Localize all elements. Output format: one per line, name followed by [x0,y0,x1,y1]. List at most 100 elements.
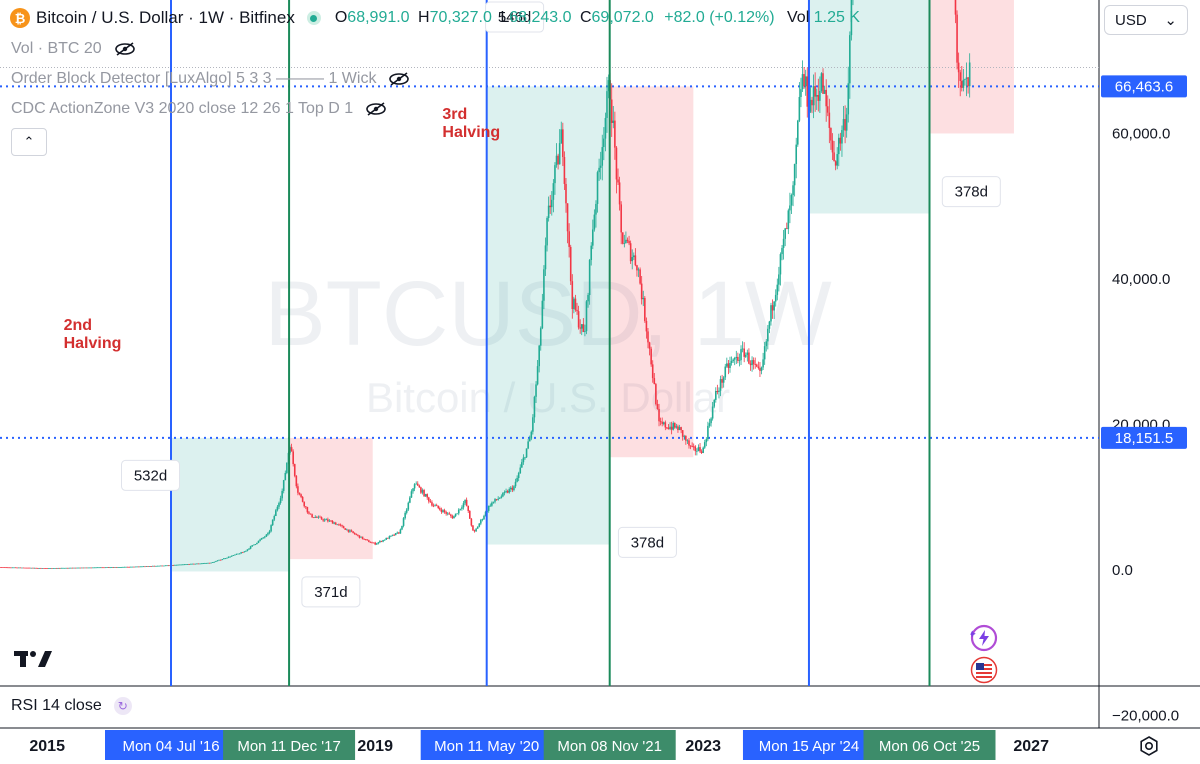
candle-down [427,497,430,502]
currency-select[interactable]: USD ⌄ [1104,5,1188,35]
symbol-header[interactable]: ₿ Bitcoin / U.S. Dollar · 1W · Bitfinex … [10,8,860,28]
candle-up [459,508,462,510]
candle-down [219,559,222,561]
candle-down [831,140,834,153]
candle-up [580,324,583,329]
candle-down [557,155,559,165]
candle-up [98,567,101,569]
candle-down [617,179,619,183]
candle-down [465,499,468,506]
candle-up [595,203,597,215]
candle-up [820,73,823,91]
candle-down [822,73,824,94]
price-tag-label: 18,151.5 [1115,430,1173,447]
candle-up [525,448,528,458]
candle-up [724,366,727,378]
candle-up [163,565,165,567]
candle-up [708,423,711,426]
candle-up [382,540,384,542]
eye-hidden-icon[interactable] [114,42,136,56]
candle-up [837,137,840,155]
candle-down [316,517,318,518]
candle-up [795,144,798,164]
candle-down [666,427,668,429]
candle-down [350,530,353,532]
candle-up [281,490,283,499]
candle-up [584,331,586,333]
candle-up [249,546,252,549]
candle-up [815,95,818,97]
tradingview-logo-icon[interactable] [14,648,54,668]
date-badge-label: Mon 15 Apr '24 [759,738,859,755]
eye-hidden-icon[interactable] [365,102,387,116]
candle-down [618,182,621,205]
candle-up [349,530,351,532]
candle-down [451,516,454,519]
candle-down [420,487,422,493]
candle-up [782,238,785,248]
candle-up [267,533,269,535]
candle-up [702,447,704,453]
candle-up [505,491,507,493]
candle-up [678,427,681,431]
candle-up [541,300,544,329]
candle-down [629,243,632,262]
candle-up [263,536,266,538]
duration-label-box[interactable] [121,459,180,491]
duration-label-box[interactable] [485,1,545,33]
candle-up [257,540,260,543]
candle-down [0,567,3,568]
candle-up [662,422,665,424]
candle-up [461,507,463,509]
candle-down [301,496,304,502]
duration-label-box[interactable] [617,526,677,558]
candle-up [607,80,610,92]
rsi-pane-legend[interactable]: RSI 14 close ↻ [11,697,132,715]
candle-up [11,567,14,569]
ai-assistant-icon[interactable] [970,624,998,652]
indicator-volume[interactable]: Vol · BTC 20 [11,40,136,58]
candle-down [621,232,624,244]
candle-up [517,473,520,478]
settings-gear-icon[interactable] [1139,736,1159,756]
candle-down [620,204,622,233]
candle-up [424,494,427,497]
candle-down [954,0,957,15]
indicator-order-block[interactable]: Order Block Detector [LuxAlgo] 5 3 3 ———… [11,70,410,88]
candle-up [68,567,71,569]
candle-up [49,568,52,569]
candle-up [770,305,772,322]
duration-label-box[interactable] [941,176,1001,208]
candle-up [224,558,227,560]
indicator-cdc-actionzone[interactable]: CDC ActionZone V3 2020 close 12 26 1 Top… [11,100,387,118]
candle-up [421,490,424,493]
candle-up [478,523,481,527]
candle-down [298,492,301,495]
candle-down [368,540,370,543]
candle-up [177,564,179,566]
bitcoin-icon: ₿ [10,8,30,28]
candle-down [322,519,324,521]
candle-up [555,155,558,166]
candle-down [55,568,58,569]
candle-down [803,74,805,87]
candle-up [744,354,747,357]
collapse-legend-button[interactable]: ⌃ [11,128,47,156]
us-flag-icon[interactable] [970,656,998,684]
candle-up [131,566,134,568]
eye-hidden-icon[interactable] [388,72,410,86]
candle-up [718,390,720,393]
duration-label-box[interactable] [301,576,361,608]
candle-down [834,161,837,166]
currency-label: USD [1115,11,1147,29]
date-badge-green [543,730,676,760]
candle-up [601,147,604,166]
symbol-title[interactable]: Bitcoin / U.S. Dollar · 1W · Bitfinex [36,8,295,27]
candle-up [751,360,753,366]
candle-up [62,567,64,569]
candle-down [423,490,425,497]
candle-up [205,563,208,564]
candle-down [615,147,618,180]
candle-up [262,537,265,539]
